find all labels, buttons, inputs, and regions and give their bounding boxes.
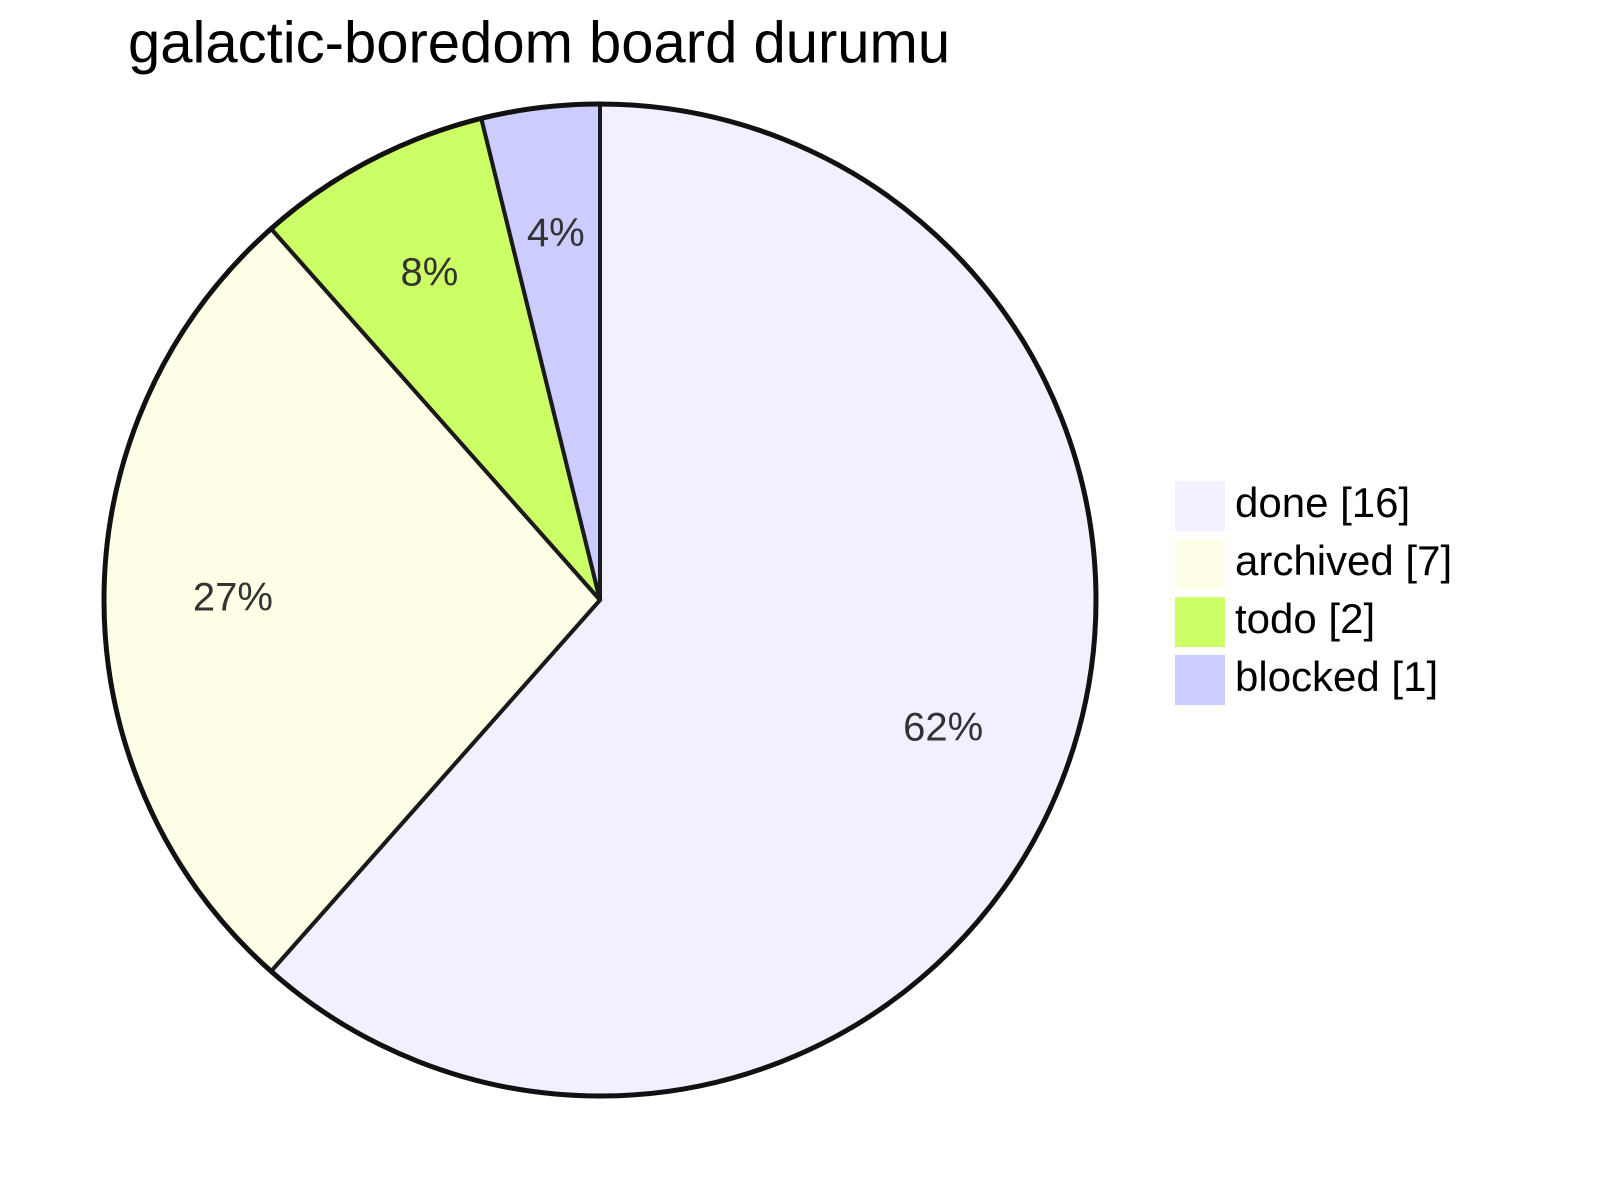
- legend-label: todo [2]: [1235, 595, 1375, 642]
- legend-swatch: [1175, 655, 1225, 705]
- chart-title: galactic-boredom board durumu: [128, 10, 950, 75]
- slice-label: 4%: [527, 211, 585, 255]
- legend-swatch: [1175, 481, 1225, 531]
- legend-label: blocked [1]: [1235, 653, 1438, 700]
- slice-label: 8%: [401, 251, 459, 295]
- legend-swatch: [1175, 597, 1225, 647]
- slice-label: 62%: [903, 706, 983, 750]
- pie-outline: [101, 101, 1099, 1099]
- legend-swatch: [1175, 539, 1225, 589]
- legend-label: done [16]: [1235, 479, 1410, 526]
- slice-label: 27%: [193, 576, 273, 620]
- legend-label: archived [7]: [1235, 537, 1452, 584]
